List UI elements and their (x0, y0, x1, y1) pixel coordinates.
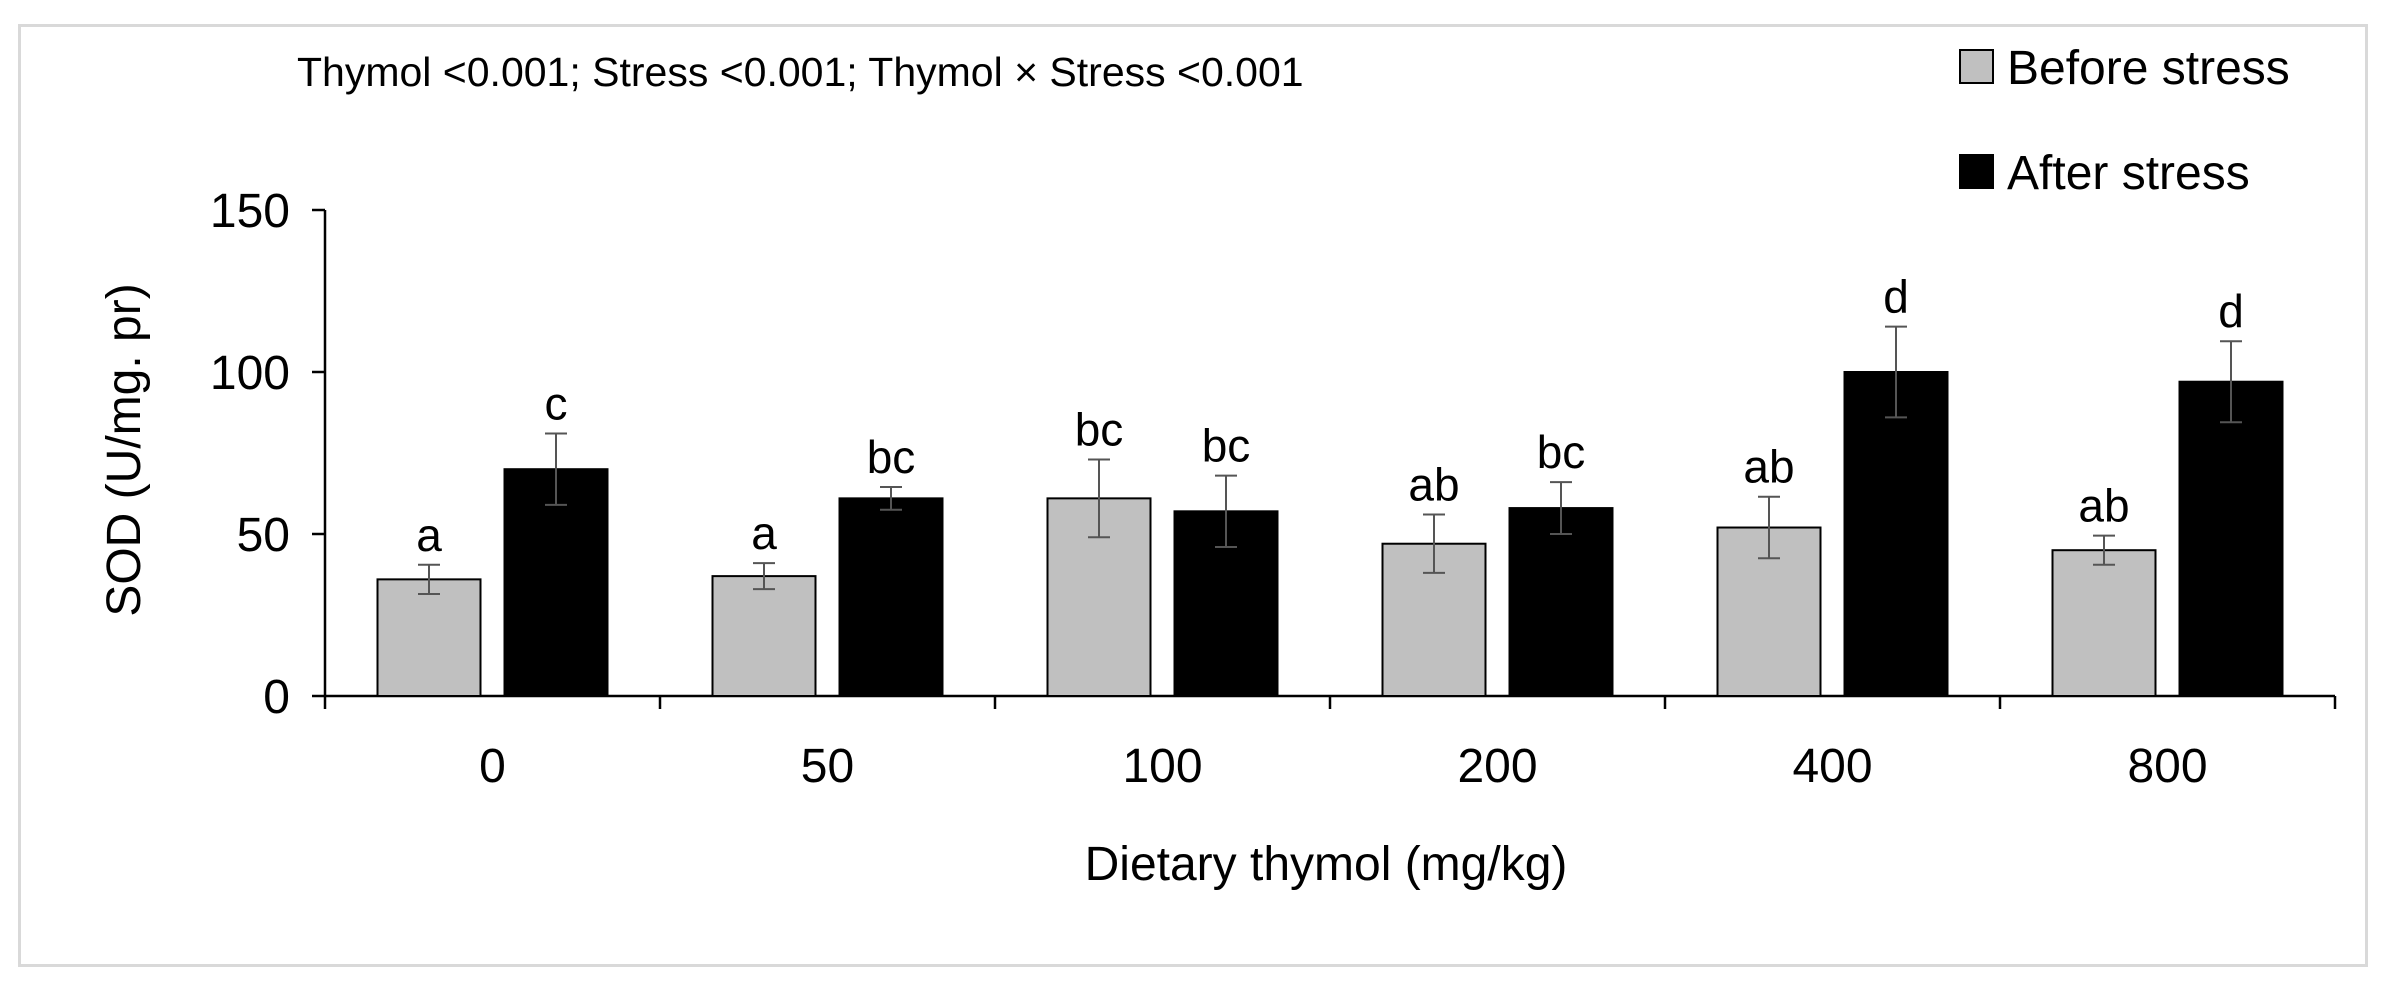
y-axis-label: SOD (U/mg. pr) (98, 283, 151, 616)
x-tick-label: 400 (1792, 740, 1872, 793)
significance-letter: c (545, 378, 568, 430)
x-tick-label: 200 (1457, 740, 1537, 793)
bar-after-stress (2178, 380, 2284, 697)
bar-after-stress (1508, 507, 1614, 697)
legend-label: After stress (2007, 147, 2250, 200)
significance-letter: ab (1408, 459, 1459, 511)
significance-letter: d (1883, 271, 1909, 323)
legend-swatch (1959, 49, 1994, 84)
x-tick-label: 50 (801, 740, 854, 793)
significance-letter: d (2218, 285, 2244, 337)
y-tick-label: 100 (210, 347, 290, 400)
x-tick-label: 100 (1122, 740, 1202, 793)
x-axis-label: Dietary thymol (mg/kg) (1085, 838, 1568, 891)
significance-letter: a (416, 509, 442, 561)
chart-marks: 0 50 100 150 a c 0 a bc 50 bc bc 100 ab bc 200 ab d 400 ab d… (210, 42, 2337, 793)
y-tick-label: 50 (237, 509, 290, 562)
x-tick-label: 0 (479, 740, 506, 793)
bar-after-stress (503, 468, 609, 698)
chart-title: Thymol <0.001; Stress <0.001; Thymol × S… (297, 49, 1304, 95)
bar-before-stress (711, 575, 817, 697)
significance-letter: ab (1743, 441, 1794, 493)
significance-letter: ab (2078, 480, 2129, 532)
significance-letter: bc (1537, 426, 1586, 478)
y-tick-label: 0 (263, 671, 290, 724)
bar-before-stress (376, 578, 482, 697)
legend-swatch (1959, 154, 1994, 189)
significance-letter: bc (1202, 420, 1251, 472)
bar-before-stress (2051, 549, 2157, 698)
significance-letter: a (751, 507, 777, 559)
legend-label: Before stress (2007, 42, 2290, 95)
bar-after-stress (838, 497, 944, 697)
significance-letter: bc (1075, 403, 1124, 455)
x-tick-label: 800 (2127, 740, 2207, 793)
significance-letter: bc (867, 431, 916, 483)
y-tick-label: 150 (210, 185, 290, 238)
bar-after-stress (1843, 371, 1949, 697)
